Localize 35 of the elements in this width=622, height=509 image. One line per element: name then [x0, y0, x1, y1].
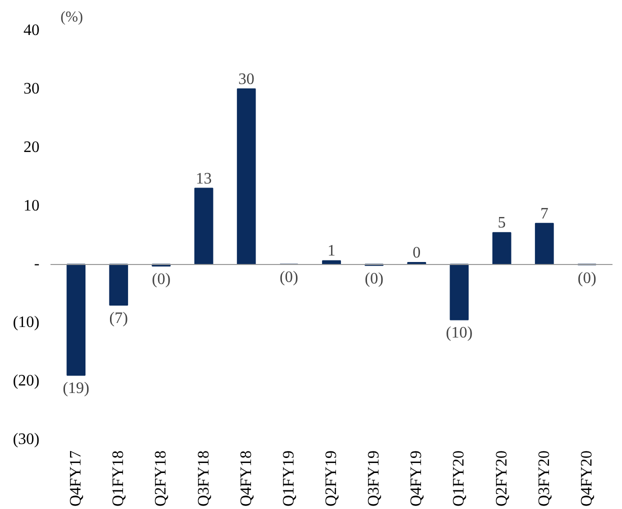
data-label: (19) [62, 380, 90, 398]
x-tick-label: Q4FY18 [238, 450, 255, 507]
x-tick-label: Q4FY20 [578, 450, 596, 507]
y-tick-label: 10 [24, 197, 40, 214]
y-tick-label: 20 [24, 138, 40, 156]
y-tick-label: - [34, 256, 40, 273]
x-tick-label: Q2FY18 [152, 450, 170, 507]
data-label: (10) [446, 324, 473, 342]
y-tick-label: (10) [12, 314, 40, 332]
y-tick-label: (30) [12, 431, 40, 448]
x-tick-label: Q3FY19 [366, 450, 383, 507]
x-tick-label: Q4FY19 [408, 450, 426, 507]
data-label: (0) [578, 270, 596, 287]
x-tick-label: Q1FY20 [450, 450, 468, 507]
y-tick-label: (20) [12, 372, 40, 390]
data-label: 0 [412, 244, 421, 262]
x-tick-label: Q2FY20 [493, 450, 510, 507]
x-tick-label: Q4FY17 [68, 450, 85, 507]
x-tick-label: Q3FY18 [195, 450, 212, 507]
y-axis-title: (%) [60, 10, 83, 26]
y-tick-label: 40 [24, 22, 40, 39]
data-label: (0) [364, 270, 384, 288]
data-label: (0) [280, 269, 298, 286]
data-label: 5 [498, 214, 506, 232]
y-tick-label: 30 [24, 80, 40, 98]
data-label: 7 [540, 205, 548, 222]
data-label: 1 [328, 242, 336, 260]
data-label: 30 [238, 70, 254, 88]
data-label: (7) [109, 310, 128, 328]
x-tick-label: Q1FY18 [110, 450, 128, 507]
x-tick-label: Q3FY20 [536, 450, 553, 507]
data-label: (0) [152, 270, 171, 288]
x-tick-label: Q2FY19 [323, 450, 340, 507]
x-tick-label: Q1FY19 [280, 450, 298, 507]
data-label: 13 [196, 170, 212, 188]
